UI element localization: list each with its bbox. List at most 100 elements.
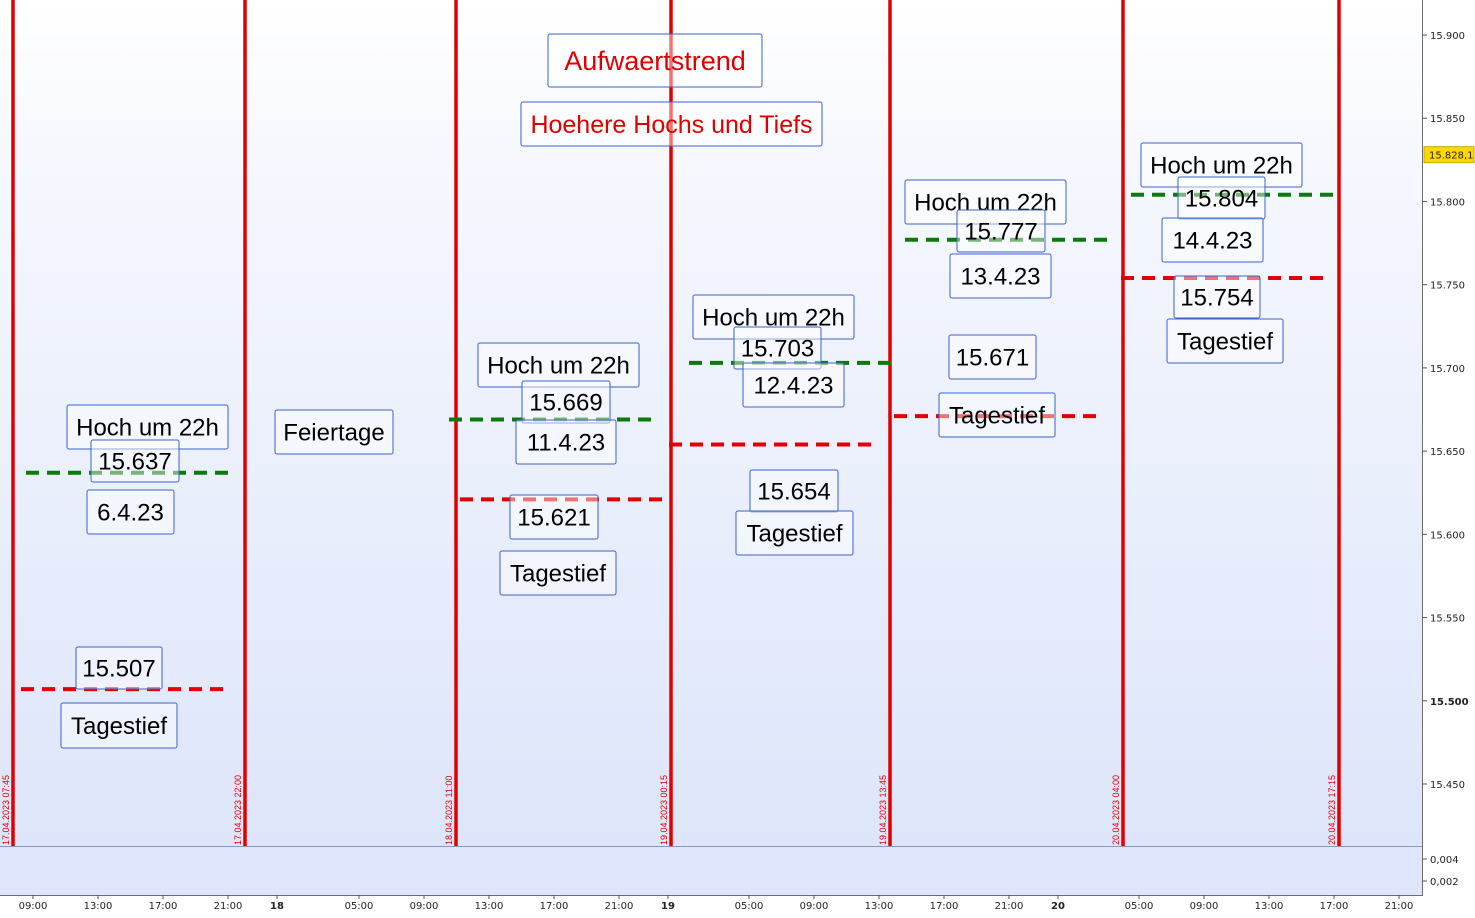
- separator-label: 18.04.2023 11:00: [444, 776, 454, 845]
- date-box-text: 11.4.23: [527, 430, 605, 457]
- sub-panel-background: [0, 847, 1422, 895]
- separator-label: 17.04.2023 22:00: [233, 775, 243, 845]
- high-label-box-frame: [1140, 142, 1303, 188]
- high-value-box-text: 15.637: [98, 449, 171, 476]
- low-label-box-text: Tagestief: [1177, 329, 1273, 356]
- date-box: 11.4.23: [515, 419, 617, 465]
- low-label-box-frame: [1166, 318, 1284, 364]
- high-value-box: 15.637: [90, 439, 180, 483]
- low-value-box-text: 15.621: [517, 505, 590, 532]
- bottom-axis-panel: [0, 895, 1422, 918]
- high-value-box-frame: [733, 326, 822, 370]
- low-label-box: Tagestief: [499, 550, 617, 596]
- high-value-box-text: 15.669: [529, 390, 602, 417]
- x-tick-label: 05:00: [345, 901, 374, 912]
- low-label-box: Tagestief: [735, 510, 854, 556]
- low-label-box: Tagestief: [1166, 318, 1284, 364]
- high-label-box-frame: [692, 294, 855, 340]
- high-label-box-text: Hoch um 22h: [76, 415, 219, 442]
- y-tick-label: 15.550: [1430, 614, 1465, 625]
- date-box-frame: [515, 419, 617, 465]
- y-tick-label: 15.600: [1430, 530, 1465, 541]
- low-label-box-text: Tagestief: [510, 561, 606, 588]
- x-day-label: 19: [661, 901, 675, 912]
- high-value-box: 15.777: [956, 209, 1046, 253]
- separator-label: 20.04.2023 17:15: [1327, 775, 1337, 845]
- high-label-box-text: Hoch um 22h: [914, 190, 1057, 217]
- y-tick-label: 15.700: [1430, 364, 1465, 375]
- date-box-text: 13.4.23: [960, 264, 1040, 291]
- date-box: 12.4.23: [742, 362, 845, 408]
- high-value-box: 15.804: [1177, 176, 1266, 220]
- x-tick-label: 13:00: [1255, 901, 1284, 912]
- x-tick-label: 05:00: [1125, 901, 1154, 912]
- x-tick-label: 21:00: [995, 901, 1024, 912]
- low-value-box-frame: [749, 469, 839, 513]
- trend-title-frame: [547, 33, 763, 88]
- y-tick-label: 15.650: [1430, 447, 1465, 458]
- x-tick-label: 17:00: [1320, 901, 1349, 912]
- y-tick-label: 15.450: [1430, 780, 1465, 791]
- high-value-box-frame: [521, 380, 611, 424]
- separator-label: 17.04.2023 07:45: [1, 775, 11, 845]
- x-axis: 09:00 13:00 17:00 21:00 18 05:00 09:00 13:00 17:…: [19, 895, 1414, 912]
- low-label-box: Tagestief: [938, 392, 1056, 438]
- x-tick-label: 21:00: [1385, 901, 1414, 912]
- low-value-box-text: 15.754: [1180, 285, 1253, 312]
- high-label-box-text: Hoch um 22h: [1150, 153, 1293, 180]
- date-box: 14.4.23: [1161, 217, 1264, 263]
- date-box-frame: [949, 253, 1052, 299]
- low-label-box: Tagestief: [60, 702, 178, 749]
- x-day-label: 18: [270, 901, 284, 912]
- low-value-box: 15.621: [509, 494, 599, 540]
- high-label-box-frame: [66, 404, 229, 450]
- level-lines: [21, 192, 1339, 692]
- x-tick-label: 09:00: [800, 901, 829, 912]
- date-box-frame: [742, 362, 845, 408]
- low-label-box-text: Tagestief: [746, 521, 842, 548]
- low-label-box-frame: [938, 392, 1056, 438]
- low-label-box-frame: [60, 702, 178, 749]
- low-value-box-frame: [509, 494, 599, 540]
- low-label-box-frame: [499, 550, 617, 596]
- low-value-box-text: 15.507: [82, 656, 155, 683]
- y-tick-label: 15.750: [1430, 281, 1465, 292]
- x-tick-label: 09:00: [410, 901, 439, 912]
- holiday-label-frame: [274, 409, 394, 455]
- trend-title: Aufwaertstrend: [547, 33, 763, 88]
- y-axis: 15.900 15.850 15.800 15.750 15.700 15.650 15.6…: [1422, 31, 1475, 791]
- high-label-box: Hoch um 22h: [477, 342, 640, 388]
- date-box-text: 14.4.23: [1172, 228, 1252, 255]
- x-day-label: 20: [1051, 901, 1065, 912]
- annotation-boxes: Aufwaertstrend Hoehere Hochs und Tiefs Fei…: [60, 33, 1303, 749]
- high-label-box: Hoch um 22h: [66, 404, 229, 450]
- high-label-box: Hoch um 22h: [692, 294, 855, 340]
- low-value-box: 15.654: [749, 469, 839, 513]
- low-value-box: 15.754: [1173, 275, 1261, 319]
- low-value-box: 15.671: [948, 334, 1037, 380]
- high-value-box: 15.703: [733, 326, 822, 370]
- x-tick-label: 09:00: [1190, 901, 1219, 912]
- holiday-label: Feiertage: [274, 409, 394, 455]
- high-value-box-text: 15.703: [741, 336, 814, 363]
- y-tick-label: 15.500: [1430, 697, 1469, 708]
- x-tick-label: 21:00: [605, 901, 634, 912]
- high-label-box: Hoch um 22h: [1140, 142, 1303, 188]
- x-tick-label: 05:00: [735, 901, 764, 912]
- low-value-box-text: 15.671: [956, 345, 1029, 372]
- x-tick-label: 09:00: [19, 901, 48, 912]
- x-tick-label: 17:00: [930, 901, 959, 912]
- date-box: 13.4.23: [949, 253, 1052, 299]
- low-value-box-frame: [948, 334, 1037, 380]
- high-label-box: Hoch um 22h: [904, 179, 1067, 225]
- low-label-box-text: Tagestief: [949, 403, 1045, 430]
- high-label-box-frame: [477, 342, 640, 388]
- low-label-box-frame: [735, 510, 854, 556]
- x-tick-label: 13:00: [475, 901, 504, 912]
- y-tick-label: 15.900: [1430, 31, 1465, 42]
- current-price-label: 15.828,1: [1429, 151, 1474, 162]
- high-value-box-frame: [1177, 176, 1266, 220]
- low-value-box-text: 15.654: [757, 479, 830, 506]
- holiday-label-text: Feiertage: [283, 420, 384, 447]
- date-box-text: 6.4.23: [97, 500, 164, 527]
